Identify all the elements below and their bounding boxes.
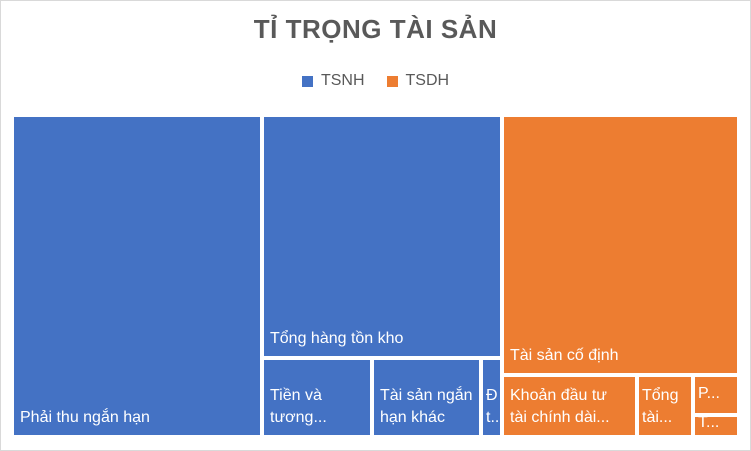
treemap-tile-label: P... <box>698 385 720 402</box>
treemap-tile-label: T... <box>698 415 720 431</box>
treemap-tile-1: Phải thu ngắn hạn <box>12 115 262 437</box>
chart-title: TỈ TRỌNG TÀI SẢN <box>253 14 498 44</box>
treemap-tile-9: P... <box>693 375 739 415</box>
treemap-tile-label: Tiền và tương... <box>270 387 327 426</box>
legend-item-tsnh: TSNH <box>301 72 365 90</box>
treemap-plot: Phải thu ngắn hạn Tổng hàng tồn kho Tiền v… <box>12 115 739 437</box>
chart-legend: TSNH TSDH <box>0 72 751 90</box>
treemap-tile-2: Tổng hàng tồn kho <box>262 115 502 358</box>
treemap-tile-label: Tài sản cố định <box>510 347 619 364</box>
legend-item-tsdh: TSDH <box>386 72 450 90</box>
treemap-tile-7: Khoản đầu tư tài chính dài... <box>502 375 637 437</box>
legend-swatch-tsdh <box>386 75 398 87</box>
treemap-tile-label: Phải thu ngắn hạn <box>20 409 150 426</box>
legend-swatch-tsnh <box>301 75 313 87</box>
legend-label-tsdh: TSDH <box>405 72 450 89</box>
treemap-tile-10: T... <box>693 415 739 437</box>
treemap-tile-5: Đ... t... <box>481 358 502 437</box>
treemap-tile-8: Tổng tài... <box>637 375 693 437</box>
treemap-tile-4: Tài sản ngắn hạn khác <box>372 358 481 437</box>
treemap-tile-label: Tổng tài... <box>642 387 679 426</box>
treemap-tile-3: Tiền và tương... <box>262 358 372 437</box>
treemap-tile-label: Tài sản ngắn hạn khác <box>380 387 473 426</box>
treemap-tile-label: Khoản đầu tư tài chính dài... <box>510 387 610 426</box>
treemap-tile-6: Tài sản cố định <box>502 115 739 375</box>
legend-label-tsnh: TSNH <box>320 72 365 89</box>
treemap-tile-label: Đ... t... <box>486 387 499 426</box>
treemap-tile-label: Tổng hàng tồn kho <box>270 330 404 347</box>
